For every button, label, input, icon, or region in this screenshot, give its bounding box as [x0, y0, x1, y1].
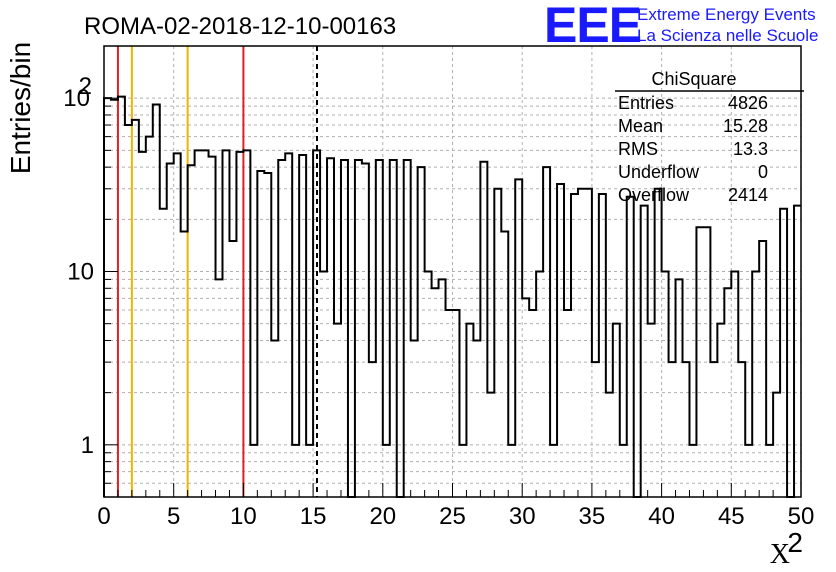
eee-logo: EEE [544, 0, 641, 53]
stats-value: 0 [758, 162, 768, 182]
stats-label: Mean [618, 116, 663, 136]
x-axis-title-exponent: 2 [787, 527, 803, 558]
histogram-line [103, 95, 801, 498]
y-tick-label: 10 [67, 259, 94, 286]
y-tick-label: 10 [63, 85, 90, 112]
x-tick-label: 15 [300, 503, 327, 530]
stats-box-title: ChiSquare [651, 69, 736, 89]
x-tick-label: 25 [439, 503, 466, 530]
stats-value: 13.3 [733, 139, 768, 159]
eee-logo-line2: La Scienza nelle Scuole [637, 26, 818, 45]
stats-label: Overflow [618, 185, 690, 205]
x-tick-label: 0 [97, 503, 110, 530]
x-axis-title: X [770, 539, 790, 570]
x-tick-label: 5 [167, 503, 180, 530]
stats-value: 15.28 [723, 116, 768, 136]
x-tick-label: 20 [369, 503, 396, 530]
y-axis-title: Entries/bin [5, 42, 36, 174]
y-tick-label: 1 [81, 432, 94, 459]
stats-box: ChiSquare Entries 4826 Mean 15.28 RMS 13.3 Unde… [615, 69, 804, 205]
run-title: ROMA-02-2018-12-10-00163 [84, 13, 396, 40]
eee-logo-line1: Extreme Energy Events [637, 5, 816, 24]
x-tick-label: 35 [579, 503, 606, 530]
y-tick-exponent: 2 [79, 73, 92, 100]
x-tick-label: 10 [230, 503, 257, 530]
x-tick-label: 45 [718, 503, 745, 530]
x-tick-label: 30 [509, 503, 536, 530]
x-tick-label: 50 [788, 503, 815, 530]
x-tick-label: 40 [648, 503, 675, 530]
stats-label: Underflow [618, 162, 700, 182]
stats-label: Entries [618, 93, 674, 113]
stats-value: 4826 [728, 93, 768, 113]
stats-value: 2414 [728, 185, 768, 205]
stats-label: RMS [618, 139, 658, 159]
histogram-series [103, 95, 801, 498]
